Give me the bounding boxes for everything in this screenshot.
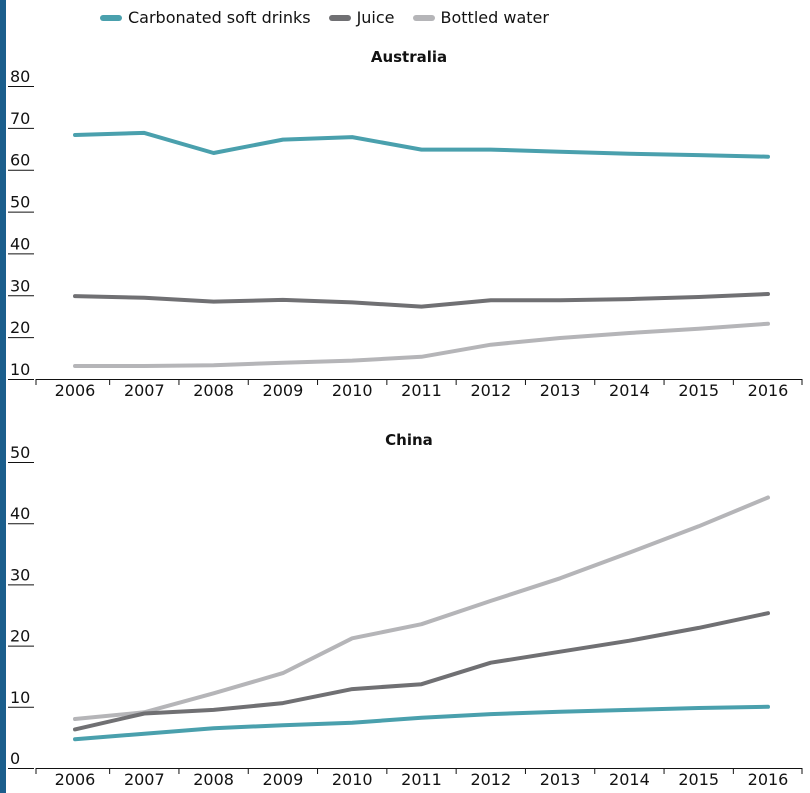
australia-xtick-label: 2016	[748, 381, 789, 400]
legend-swatch-juice	[328, 15, 351, 21]
australia-xtick-label: 2010	[332, 381, 373, 400]
china-xtick-label: 2011	[401, 770, 442, 789]
australia-ytick-label: 20	[10, 318, 30, 337]
australia-xtick-label: 2013	[540, 381, 581, 400]
legend-swatch-carbonated	[100, 15, 122, 21]
china-xtick-label: 2006	[55, 770, 96, 789]
australia-ytick-label: 60	[10, 151, 30, 170]
china-series-carbonated-soft-drinks	[73, 704, 770, 742]
china-xtick-label: 2008	[193, 770, 234, 789]
legend-label-bottled-water: Bottled water	[440, 8, 549, 27]
china-xtick-label: 2009	[263, 770, 304, 789]
chart-legend: Carbonated soft drinks Juice Bottled wat…	[100, 7, 549, 29]
china-xtick-label: 2012	[470, 770, 511, 789]
china-title: China	[385, 431, 433, 449]
australia-xtick-label: 2015	[678, 381, 719, 400]
china-xtick-label: 2015	[678, 770, 719, 789]
australia-title: Australia	[371, 48, 447, 66]
china-ytick-label: 30	[10, 565, 30, 584]
china-ytick-label: 0	[10, 749, 20, 768]
legend-item-carbonated: Carbonated soft drinks	[100, 7, 311, 29]
china-ytick-label: 50	[10, 443, 30, 462]
australia-ytick-label: 70	[10, 109, 30, 128]
china-ytick-label: 40	[10, 504, 30, 523]
china-series-juice	[73, 611, 770, 732]
australia-xtick-label: 2008	[193, 381, 234, 400]
australia-xtick-label: 2011	[401, 381, 442, 400]
australia-xtick-label: 2014	[609, 381, 650, 400]
australia-ytick-label: 50	[10, 193, 30, 212]
australia-series-carbonated-soft-drinks	[73, 130, 770, 159]
australia-series-juice	[73, 292, 770, 309]
australia-ytick-label: 10	[10, 360, 30, 379]
legend-swatch-bottled-water	[412, 15, 435, 21]
china-ytick-label: 10	[10, 688, 30, 707]
legend-item-bottled-water: Bottled water	[412, 7, 549, 29]
legend-label-carbonated: Carbonated soft drinks	[128, 8, 311, 27]
legend-label-juice: Juice	[356, 8, 395, 27]
australia-ytick-label: 40	[10, 234, 30, 253]
legend-item-juice: Juice	[328, 7, 395, 29]
australia-xtick-label: 2006	[55, 381, 96, 400]
china-xtick-label: 2010	[332, 770, 373, 789]
australia-ytick-label: 80	[10, 67, 30, 86]
china-xtick-label: 2016	[748, 770, 789, 789]
china-xtick-label: 2014	[609, 770, 650, 789]
china-ytick-label: 20	[10, 627, 30, 646]
australia-xtick-label: 2007	[124, 381, 165, 400]
australia-ytick-label: 30	[10, 276, 30, 295]
australia-xtick-label: 2009	[263, 381, 304, 400]
australia-series-bottled-water	[73, 321, 770, 368]
china-series-bottled-water	[73, 495, 770, 721]
china-xtick-label: 2007	[124, 770, 165, 789]
australia-xtick-label: 2012	[470, 381, 511, 400]
edge-accent-bar	[0, 0, 6, 793]
china-xtick-label: 2013	[540, 770, 581, 789]
